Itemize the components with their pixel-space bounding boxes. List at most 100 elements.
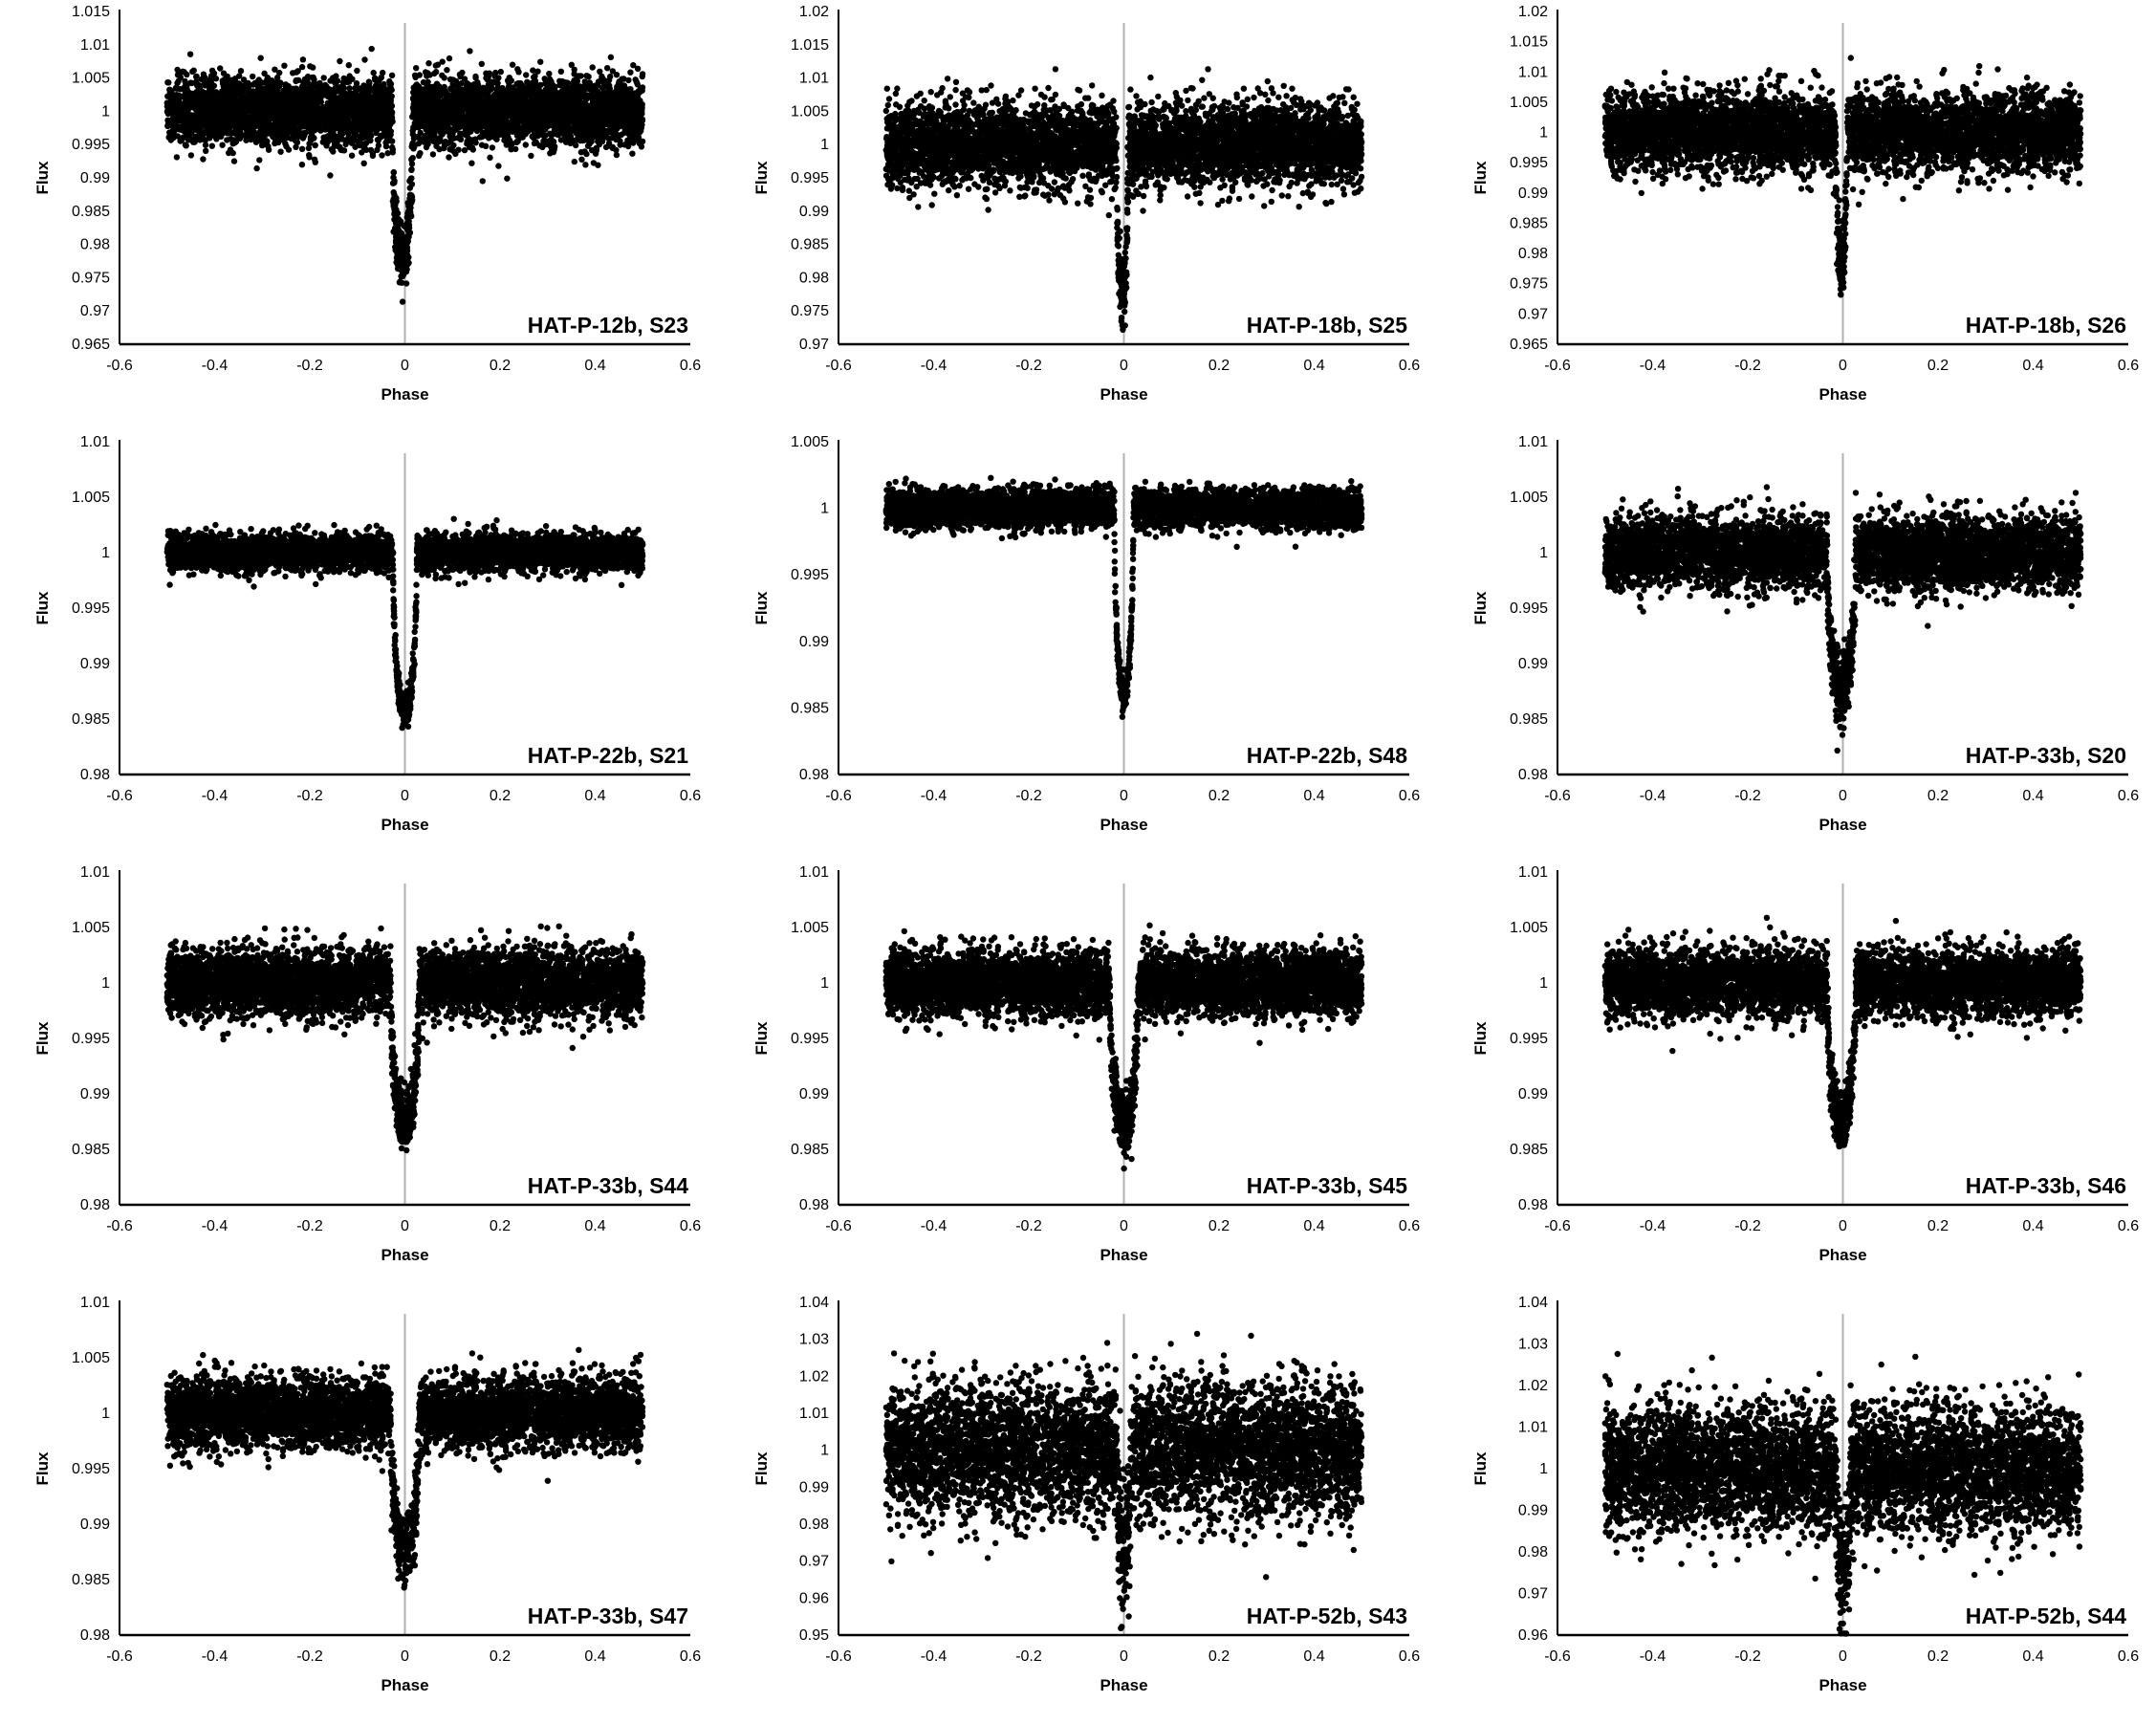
flux-point [391, 178, 397, 184]
flux-point [313, 142, 318, 148]
flux-point [640, 101, 645, 107]
flux-point [532, 73, 537, 78]
flux-point [408, 157, 414, 163]
flux-point [629, 151, 635, 157]
flux-point [349, 153, 355, 159]
flux-point [265, 143, 271, 149]
flux-point [619, 132, 624, 138]
flux-point [521, 108, 527, 114]
flux-point [286, 116, 292, 121]
flux-point [479, 92, 485, 98]
flux-point [217, 65, 223, 71]
flux-point [409, 194, 415, 200]
flux-point [558, 69, 564, 75]
flux-point [365, 98, 371, 103]
flux-point [399, 280, 404, 286]
flux-point [463, 120, 468, 125]
flux-point [462, 114, 468, 120]
flux-point [209, 143, 215, 149]
flux-point [299, 162, 305, 167]
flux-point [590, 83, 596, 89]
flux-point [325, 100, 331, 106]
flux-point [442, 87, 447, 93]
flux-point [272, 67, 277, 73]
flux-point [222, 97, 228, 102]
flux-point [432, 139, 438, 144]
flux-point [513, 140, 519, 145]
flux-point [179, 138, 185, 143]
flux-point [221, 80, 227, 86]
flux-point [285, 124, 291, 130]
flux-point [579, 120, 585, 125]
flux-point [407, 185, 413, 190]
flux-point [294, 77, 299, 83]
flux-point [507, 75, 512, 80]
flux-point [437, 135, 443, 141]
flux-point [441, 145, 446, 151]
flux-point [480, 112, 486, 118]
flux-point [593, 145, 599, 151]
flux-point [186, 120, 192, 126]
flux-point [537, 58, 543, 64]
flux-point [299, 146, 305, 152]
flux-point [490, 129, 496, 135]
flux-point [361, 117, 367, 122]
flux-point [354, 123, 359, 129]
flux-point [617, 138, 622, 143]
flux-point [390, 149, 396, 155]
flux-point [575, 136, 580, 142]
flux-point [186, 94, 192, 99]
flux-point [626, 137, 632, 142]
flux-point [404, 214, 410, 220]
flux-point [425, 139, 431, 144]
flux-point [193, 120, 199, 125]
flux-point [433, 69, 439, 75]
flux-point [532, 141, 537, 146]
flux-point [595, 163, 600, 168]
flux-point [173, 96, 179, 101]
flux-point [366, 78, 372, 84]
flux-point [249, 120, 254, 125]
flux-point [329, 77, 335, 83]
flux-point [337, 84, 342, 90]
flux-point [486, 133, 491, 139]
flux-point [446, 109, 452, 115]
flux-point [294, 131, 300, 137]
flux-point [627, 70, 633, 76]
flux-point [307, 63, 313, 69]
flux-point [608, 55, 614, 60]
flux-point [487, 155, 492, 161]
flux-point [587, 127, 593, 133]
flux-point [379, 152, 384, 158]
flux-point [306, 145, 312, 151]
flux-point [460, 131, 466, 137]
flux-point [444, 67, 449, 73]
flux-point [380, 70, 385, 76]
flux-point [189, 69, 195, 75]
flux-point [286, 146, 292, 152]
flux-point [612, 128, 618, 134]
flux-point [569, 62, 575, 68]
flux-point [506, 83, 512, 89]
flux-point [510, 62, 515, 68]
flux-point [510, 129, 515, 135]
flux-point [630, 62, 636, 68]
flux-point [309, 88, 315, 94]
flux-point [305, 74, 311, 79]
flux-point [552, 84, 557, 90]
flux-point [208, 123, 214, 129]
flux-point [181, 84, 186, 90]
flux-point [389, 118, 395, 123]
flux-point [178, 75, 184, 80]
flux-point [231, 158, 237, 164]
flux-point [283, 83, 289, 89]
flux-point [446, 154, 451, 160]
flux-point [590, 64, 596, 70]
flux-point [446, 55, 452, 61]
flux-point [303, 130, 309, 136]
flux-point [431, 110, 437, 116]
flux-point [361, 56, 367, 62]
flux-point [467, 110, 472, 116]
flux-point [207, 118, 212, 123]
flux-point [187, 79, 193, 85]
